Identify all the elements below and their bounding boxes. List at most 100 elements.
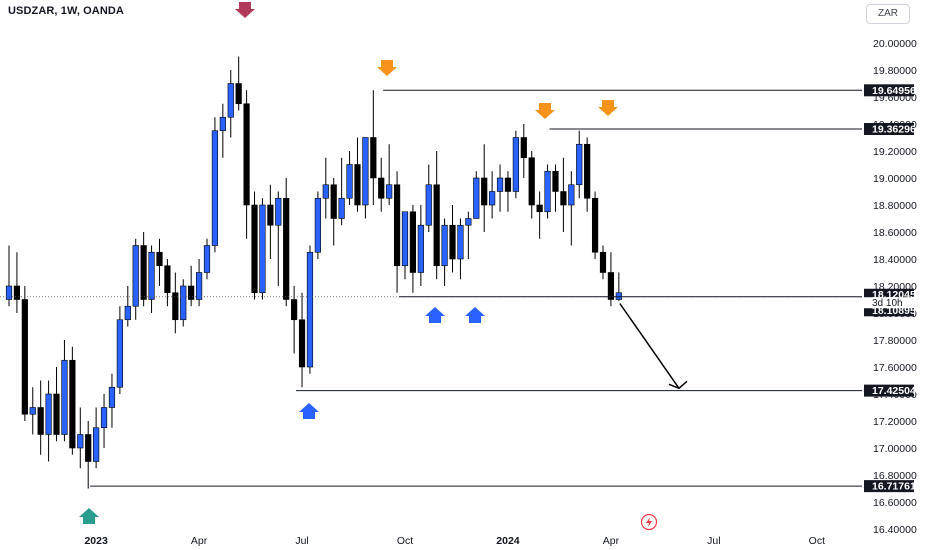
low-up-arrow-icon — [465, 307, 485, 323]
time-axis: 2023 Apr Jul Oct 2024 Apr Jul Oct — [84, 535, 825, 547]
countdown-box — [864, 297, 914, 309]
candle-body — [211, 130, 219, 246]
candle-body — [195, 272, 203, 300]
candle-body — [425, 184, 432, 226]
candle-body — [544, 170, 551, 213]
candle-body — [132, 245, 139, 307]
candle-body — [53, 393, 60, 435]
time-tick-label: Jul — [707, 535, 720, 547]
candle-body — [164, 265, 171, 294]
price-tick-label: 19.00000 — [873, 173, 917, 185]
price-tick-label: 17.20000 — [873, 416, 917, 428]
candle-body — [591, 197, 599, 253]
candle-body — [346, 164, 353, 199]
candle-body — [496, 177, 504, 192]
candle-body — [61, 359, 68, 435]
candle-body — [100, 407, 108, 429]
candle-body — [227, 83, 234, 118]
price-axis: 20.0000019.8000019.6000019.4000019.20000… — [873, 38, 917, 536]
candle-body — [37, 407, 44, 435]
price-tag-label: 19.36296 — [872, 124, 916, 136]
candle-body — [386, 184, 393, 199]
currency-selector[interactable]: ZAR — [866, 4, 910, 24]
candle-body — [449, 224, 456, 260]
candle-body — [21, 299, 28, 415]
time-tick-label: Oct — [809, 535, 825, 547]
candle-body — [473, 177, 480, 219]
candle-body — [584, 143, 591, 199]
candle-body — [29, 407, 36, 415]
horizontal-levels — [0, 89, 862, 487]
candle-body — [607, 272, 615, 300]
lightning-icon — [646, 517, 652, 527]
candle-body — [124, 305, 131, 321]
time-tick-label: Oct — [397, 535, 413, 547]
bottom-up-arrow-icon — [79, 508, 99, 524]
low-up-arrow-icon — [299, 403, 319, 419]
low-up-arrow-icon — [425, 307, 445, 323]
price-tick-label: 16.60000 — [873, 497, 917, 509]
candle-body — [615, 292, 622, 300]
candle-body — [330, 184, 337, 219]
candle-body — [203, 245, 211, 273]
candle-body — [599, 251, 607, 273]
candle-body — [322, 184, 329, 199]
candle-body — [108, 386, 116, 408]
candle-body — [354, 164, 361, 206]
candle-body — [243, 103, 250, 206]
price-tick-label: 17.00000 — [873, 443, 917, 455]
candle-body — [13, 285, 21, 300]
candle-body — [568, 184, 575, 206]
price-tag-label: 17.42504 — [872, 385, 916, 397]
high-down-arrow-icon — [598, 100, 618, 116]
candle-body — [433, 184, 440, 267]
price-tick-label: 16.80000 — [873, 470, 917, 482]
candle-body — [188, 285, 195, 300]
candle-body — [69, 359, 76, 449]
time-tick-label: 2024 — [496, 535, 520, 547]
candle-body — [180, 285, 187, 321]
price-tick-label: 18.40000 — [873, 254, 917, 266]
candle-body — [172, 292, 179, 321]
price-tag — [864, 480, 914, 493]
time-tick-label: Jul — [295, 535, 308, 547]
candle-body — [560, 191, 567, 206]
candle-body — [576, 143, 583, 186]
price-tick-label: 19.20000 — [873, 146, 917, 158]
projection-arrow-head — [668, 380, 688, 390]
candle-body — [520, 137, 527, 159]
projection-arrow-line — [619, 303, 680, 389]
candle-body — [441, 224, 448, 267]
candle-body — [536, 204, 543, 213]
candle-body — [235, 83, 242, 105]
candle-body — [291, 299, 298, 321]
candles-layer — [5, 56, 622, 489]
candle-body — [504, 177, 512, 192]
price-tick-label: 17.80000 — [873, 335, 917, 347]
candle-body — [552, 170, 559, 192]
candle-body — [251, 204, 258, 294]
price-tick-label: 20.00000 — [873, 38, 917, 50]
candle-body — [219, 116, 226, 132]
price-tick-label: 18.60000 — [873, 227, 917, 239]
candle-body — [148, 251, 155, 300]
time-tick-label: 2023 — [84, 535, 108, 547]
candle-body — [457, 224, 464, 260]
price-tag-label: 16.71761 — [872, 481, 916, 493]
price-tags: 19.6495619.3629618.1204518.1089517.42504… — [864, 84, 916, 493]
candle-body — [93, 427, 100, 462]
time-tick-label: Apr — [603, 535, 620, 547]
candle-body — [362, 137, 369, 206]
candle-body — [45, 393, 52, 435]
candle-body — [259, 204, 266, 294]
candle-body — [409, 211, 417, 273]
high-down-arrow-icon — [535, 103, 555, 119]
candle-body — [267, 204, 274, 226]
top-down-arrow-icon — [235, 2, 255, 18]
chart-title: USDZAR, 1W, OANDA — [8, 5, 124, 17]
candle-body — [275, 197, 282, 226]
high-down-arrow-icon — [377, 60, 397, 76]
candle-body — [314, 197, 321, 253]
candle-body — [5, 285, 13, 300]
